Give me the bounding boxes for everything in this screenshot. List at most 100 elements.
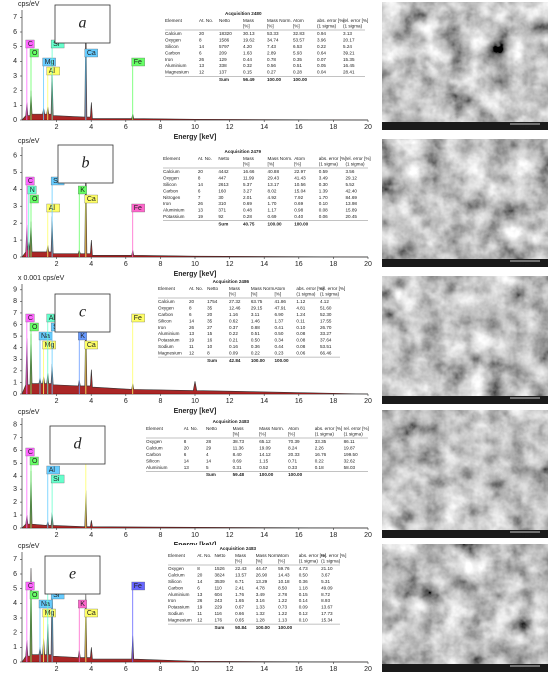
table-cell: 1.18 xyxy=(299,585,308,590)
table-cell: Sodium xyxy=(158,344,174,349)
table-cell: Calcium xyxy=(163,169,180,174)
table-cell: 0.14 xyxy=(299,598,308,603)
table-header: [%] xyxy=(267,24,274,29)
table-sum: 100.00 xyxy=(259,472,273,477)
table-cell: Potassium xyxy=(163,214,185,219)
y-tick-label: 4 xyxy=(13,58,17,65)
table-header: [%] xyxy=(259,432,266,437)
annotation-box xyxy=(78,599,87,609)
table-bg xyxy=(161,148,370,232)
table-header: At. No. xyxy=(198,156,212,161)
table-cell: 41.86 xyxy=(274,299,286,304)
table-cell: 0.08 xyxy=(319,208,328,213)
table-cell: 0.08 xyxy=(296,338,305,343)
x-tick-label: 18 xyxy=(330,398,338,405)
annotation-label: O xyxy=(32,324,38,331)
table-cell: 37.64 xyxy=(320,338,332,343)
x-tick-label: 10 xyxy=(191,532,199,539)
table-cell: 13.57 xyxy=(235,573,247,578)
table-cell: 5 xyxy=(206,465,209,470)
table-cell: 0.10 xyxy=(296,325,305,330)
table-cell: 12.46 xyxy=(229,306,241,311)
x-tick-label: 2 xyxy=(55,124,59,131)
y-tick-label: 6 xyxy=(13,152,17,159)
table-cell: Silicon xyxy=(165,44,179,49)
x-tick-label: 20 xyxy=(364,532,372,539)
table-cell: 5.52 xyxy=(345,182,354,187)
table-cell: Calcium xyxy=(165,31,182,36)
x-tick-label: 20 xyxy=(364,124,372,131)
table-cell: 0.67 xyxy=(235,605,244,610)
y-tick-label: 6 xyxy=(13,29,17,36)
table-header: abs. error [%] xyxy=(317,18,345,23)
annotation-box xyxy=(46,66,60,76)
table-cell: 6.53 xyxy=(293,44,302,49)
sem-image: 10 µm xyxy=(382,139,548,267)
table-cell: 0.10 xyxy=(299,617,308,622)
table-header: (1 sigma) xyxy=(296,292,316,297)
y-tick-label: 3 xyxy=(13,486,17,493)
table-cell: 20 xyxy=(197,573,203,578)
y-tick-label: 9 xyxy=(13,287,17,294)
table-cell: 8 xyxy=(207,350,210,355)
table-cell: Aluminium xyxy=(146,465,168,470)
table-cell: 14.12 xyxy=(259,452,271,457)
annotation-box xyxy=(84,608,98,618)
table-header: Element xyxy=(168,553,186,558)
y-tick-label: 2 xyxy=(13,88,17,95)
table-cell: 4.73 xyxy=(299,566,308,571)
table-cell: 0.56 xyxy=(267,63,276,68)
table-cell: 13 xyxy=(199,63,205,68)
annotation-label: C xyxy=(28,583,33,590)
table-cell: 1.28 xyxy=(256,617,265,622)
table-cell: 1.39 xyxy=(319,188,328,193)
table-cell: 137 xyxy=(219,70,227,75)
table-cell: 160 xyxy=(218,188,226,193)
x-tick-label: 12 xyxy=(226,666,234,673)
table-cell: 0.09 xyxy=(229,350,238,355)
y-tick-label: 5 xyxy=(13,333,17,340)
table-title: Acquisition 2480 xyxy=(225,11,262,16)
table-cell: 44.47 xyxy=(256,566,268,571)
x-tick-label: 6 xyxy=(124,261,128,268)
table-cell: 447 xyxy=(218,176,226,181)
table-header: (1 sigma) xyxy=(319,162,339,167)
y-tick-label: 1 xyxy=(13,644,17,651)
table-cell: 51.60 xyxy=(320,306,332,311)
table-bg xyxy=(156,278,342,368)
table-cell: 28.41 xyxy=(343,70,355,75)
y-axis-label: cps/eV xyxy=(18,138,40,145)
table-header: abs. error [%] xyxy=(319,156,347,161)
annotation-label: Si xyxy=(53,476,60,483)
y-tick-label: 8 xyxy=(13,421,17,428)
x-tick-label: 6 xyxy=(124,532,128,539)
table-cell: 1.22 xyxy=(278,611,287,616)
table-cell: 22.97 xyxy=(294,169,306,174)
table-cell: 19 xyxy=(197,605,203,610)
table-title: Acquisition 2483 xyxy=(213,419,250,424)
annotation-box xyxy=(46,203,60,213)
table-sum: 100.00 xyxy=(267,77,281,82)
y-tick-label: 0 xyxy=(13,254,17,261)
table-header: rel. error [%] xyxy=(345,156,370,161)
table-cell: Iron xyxy=(168,598,176,603)
table-cell: 0.44 xyxy=(274,344,283,349)
annotation-label: Fe xyxy=(134,59,142,66)
table-cell: 0.50 xyxy=(274,331,283,336)
table-cell: 0.71 xyxy=(288,458,297,463)
table-cell: 0.52 xyxy=(259,465,268,470)
annotation-box xyxy=(25,313,35,323)
table-header: abs. error [%] xyxy=(296,286,324,291)
table-cell: 16 xyxy=(207,338,213,343)
table-header: Netto xyxy=(206,426,217,431)
table-header: (1 sigma) xyxy=(321,559,341,564)
y-tick-label: 0 xyxy=(13,659,17,666)
table-cell: 0.41 xyxy=(274,325,283,330)
table-cell: 10 xyxy=(207,344,213,349)
table-sum: 100.00 xyxy=(274,358,288,363)
table-cell: 0.27 xyxy=(267,70,276,75)
table-cell: 32.62 xyxy=(344,458,356,463)
table-cell: 4 xyxy=(206,452,209,457)
y-tick-label: 2 xyxy=(13,499,17,506)
annotation-box xyxy=(131,57,145,67)
